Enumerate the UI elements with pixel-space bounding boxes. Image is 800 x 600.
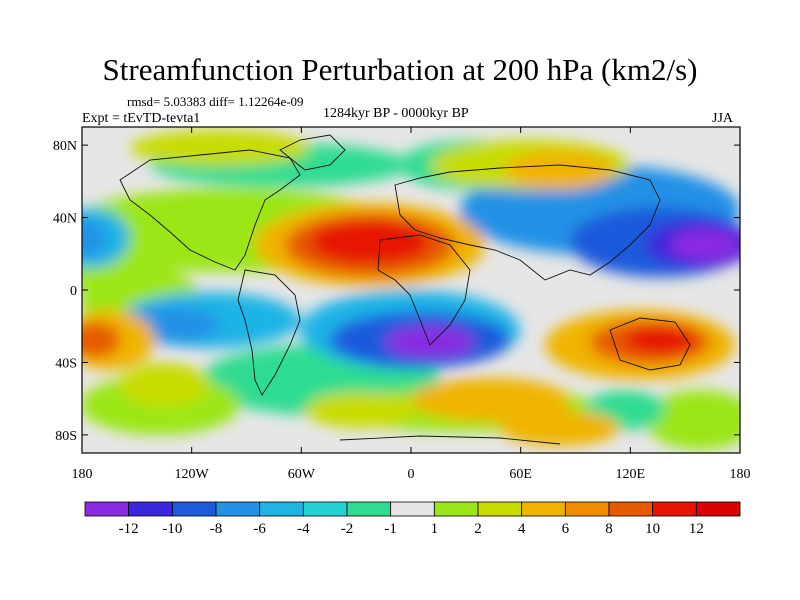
lon-tick-label: 60E xyxy=(509,467,532,482)
chart-title: Streamfunction Perturbation at 200 hPa (… xyxy=(102,52,698,87)
period-label: 1284kyr BP - 0000kyr BP xyxy=(323,106,469,121)
colorbar-swatch xyxy=(171,501,217,517)
colorbar-swatch xyxy=(346,501,392,517)
colorbar-label: -12 xyxy=(119,521,139,537)
colorbar-label: 8 xyxy=(605,521,613,537)
experiment-label: Expt = tEvTD-tevta1 xyxy=(82,111,201,126)
lon-tick-label: 0 xyxy=(408,467,415,482)
lat-tick-label: 0 xyxy=(70,284,77,299)
lon-tick-label: 180 xyxy=(72,467,93,482)
colorbar-label: -4 xyxy=(297,521,310,537)
colorbar-label: 6 xyxy=(562,521,570,537)
lon-tick-label: 60W xyxy=(288,467,316,482)
colorbar-swatch xyxy=(302,501,348,517)
colorbar-swatch xyxy=(433,501,479,517)
colorbar-label: 1 xyxy=(431,521,439,537)
colorbar-label: 12 xyxy=(689,521,704,537)
colorbar-label: 2 xyxy=(474,521,482,537)
stats-text: rmsd= 5.03383 diff= 1.12264e-09 xyxy=(127,94,304,109)
colorbar-swatch xyxy=(695,501,741,517)
colorbar-label: -10 xyxy=(162,521,182,537)
colorbar-label: -1 xyxy=(384,521,397,537)
colorbar-label: -2 xyxy=(341,521,354,537)
colorbar-swatch xyxy=(259,501,304,517)
colorbar-swatch xyxy=(477,501,523,517)
colorbar: -12 -10 -8 -6 -4 -2 -1 1 2 4 6 8 10 12 xyxy=(84,501,741,537)
lon-tick-label: 180 xyxy=(730,467,751,482)
season-label: JJA xyxy=(712,111,734,126)
lon-tick-label: 120E xyxy=(616,467,646,482)
axes: 180 120W 60W 0 60E 120E 180 80N 40N 0 40S 80S xyxy=(53,127,751,482)
lat-tick-label: 40N xyxy=(53,212,77,227)
colorbar-swatch xyxy=(215,501,261,517)
colorbar-swatch xyxy=(84,501,130,517)
colorbar-swatch xyxy=(564,501,610,517)
colorbar-swatch xyxy=(521,501,566,517)
colorbar-label: -6 xyxy=(253,521,266,537)
colorbar-label: 4 xyxy=(518,521,526,537)
colorbar-label: 10 xyxy=(645,521,660,537)
lat-tick-label: 40S xyxy=(55,356,77,371)
lat-tick-label: 80S xyxy=(55,429,77,444)
lon-tick-label: 120W xyxy=(175,467,210,482)
colorbar-swatch xyxy=(390,501,435,517)
colorbar-label: -8 xyxy=(210,521,223,537)
coastlines xyxy=(119,134,691,445)
colorbar-swatch xyxy=(652,501,697,517)
lat-tick-label: 80N xyxy=(53,139,77,154)
colorbar-swatch xyxy=(128,501,173,517)
colorbar-swatch xyxy=(608,501,654,517)
contour-field xyxy=(82,127,740,453)
